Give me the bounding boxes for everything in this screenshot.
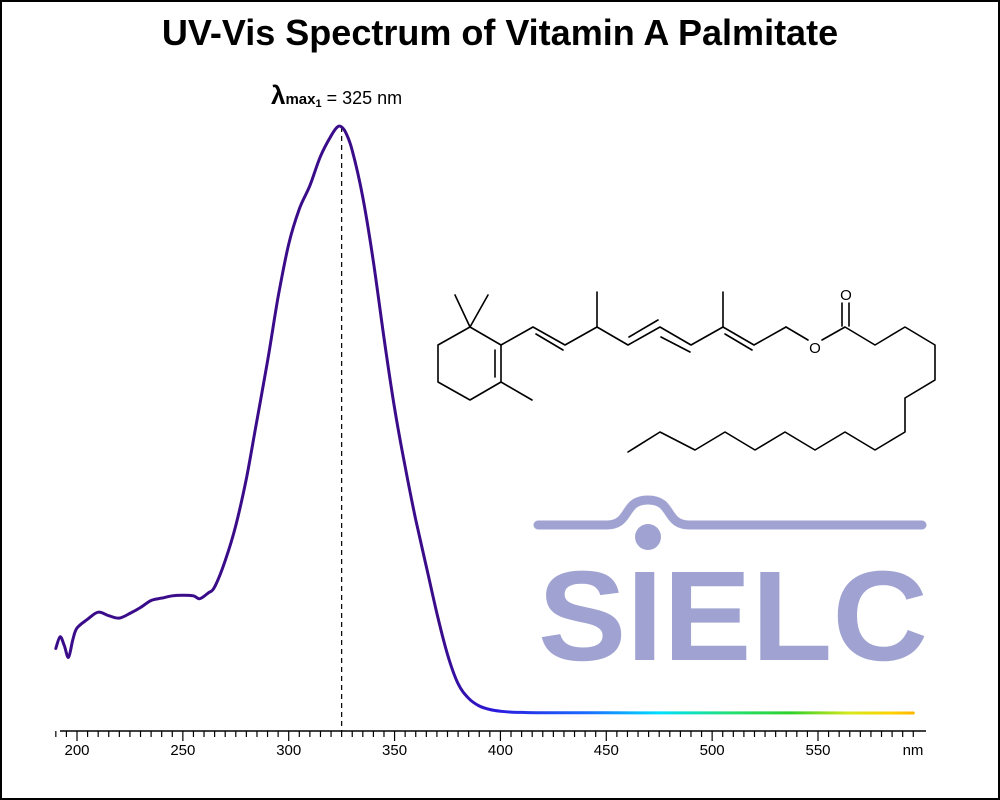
- lambda-max-value: = 325 nm: [321, 88, 403, 108]
- lambda-subscript: max: [285, 91, 316, 108]
- x-axis-ticks: [55, 731, 914, 741]
- logo-swoosh: [533, 495, 927, 530]
- x-tick-label: 200: [64, 742, 89, 759]
- sielc-logo: SIELC: [533, 495, 928, 688]
- ester-oxygen-label: O: [809, 340, 821, 357]
- x-tick-label: 300: [276, 742, 301, 759]
- molecule-structure: [437, 291, 936, 453]
- chart-title: UV-Vis Spectrum of Vitamin A Palmitate: [161, 12, 839, 53]
- x-tick-label: 500: [700, 742, 725, 759]
- x-tick-label: 550: [805, 742, 830, 759]
- spectrum-line: [54, 124, 915, 715]
- lambda-symbol: λ: [271, 80, 286, 110]
- x-axis-tick-labels: 200 250 300 350 400 450 500 550: [64, 742, 830, 759]
- logo-text: SIELC: [538, 545, 928, 688]
- logo-dot: [635, 524, 661, 550]
- carbonyl-oxygen-label: O: [840, 287, 852, 304]
- x-tick-label: 450: [594, 742, 619, 759]
- x-axis-unit-label: nm: [903, 742, 924, 759]
- lambda-subscript-index: 1: [315, 98, 322, 110]
- x-tick-label: 350: [382, 742, 407, 759]
- lambda-max-annotation: λmax1 = 325 nm: [271, 80, 402, 111]
- x-tick-label: 250: [170, 742, 195, 759]
- x-tick-label: 400: [488, 742, 513, 759]
